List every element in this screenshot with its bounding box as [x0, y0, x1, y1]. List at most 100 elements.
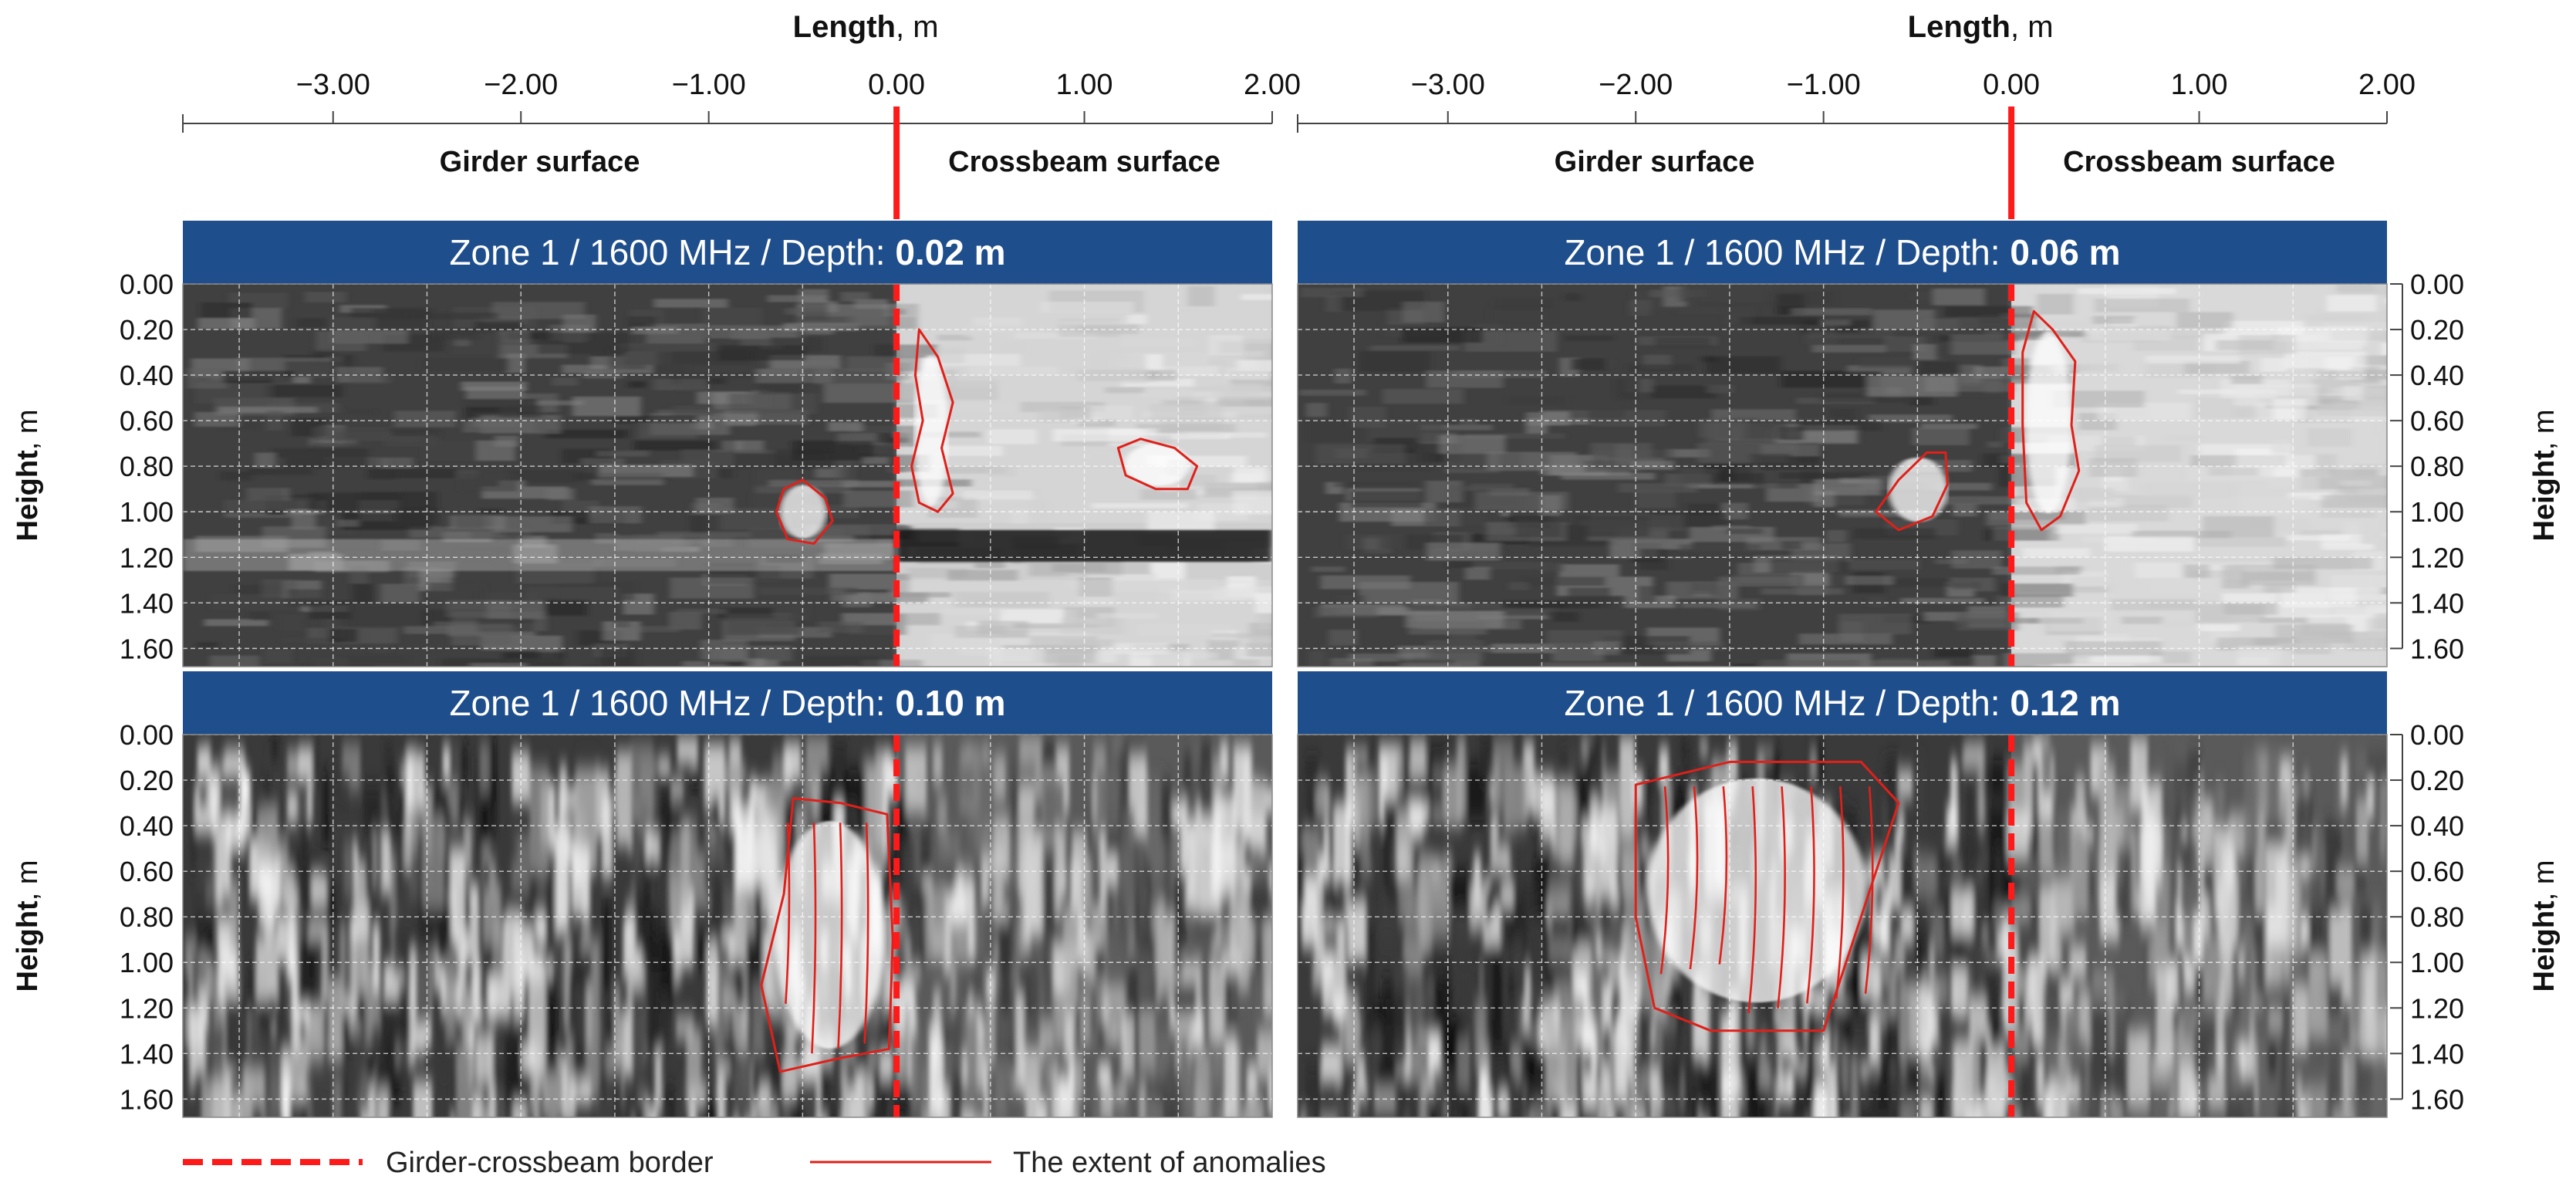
heatmap-cell: [1345, 534, 1406, 549]
heatmap-cell: [690, 515, 708, 533]
heatmap-cell: [1654, 337, 1711, 348]
heatmap-cell: [1501, 884, 1514, 908]
heatmap-texture: [1298, 284, 2387, 667]
heatmap-cell: [282, 882, 298, 909]
heatmap-cell: [1323, 926, 1338, 955]
heatmap-cell: [1146, 778, 1165, 881]
heatmap-cell: [2214, 826, 2230, 916]
heatmap-cell: [635, 1099, 644, 1117]
heatmap-cell: [2184, 968, 2196, 992]
heatmap-cell: [1433, 950, 1453, 980]
length-tick-label: −1.00: [1787, 69, 1861, 101]
heatmap-cell: [752, 659, 779, 667]
heatmap-cell: [1828, 1012, 1835, 1068]
heatmap-cell: [2004, 1103, 2011, 1117]
heatmap-cell: [1987, 441, 2003, 448]
heatmap-cell: [580, 458, 625, 465]
heatmap-cell: [271, 738, 279, 768]
heatmap-cell: [197, 746, 211, 779]
heatmap-cell: [2297, 947, 2304, 978]
heatmap-cell: [1315, 444, 1405, 465]
heatmap-cell: [659, 822, 667, 897]
heatmap-cell: [1493, 738, 1514, 811]
heatmap-cell: [191, 954, 199, 1014]
heatmap-cell: [2193, 1021, 2217, 1078]
heatmap-cell: [547, 488, 575, 501]
heatmap-cell: [912, 906, 919, 966]
heatmap-cell: [976, 911, 984, 962]
heatmap-cell: [802, 768, 811, 864]
height-tick-label: 1.20: [120, 542, 174, 573]
heatmap-cell: [1329, 629, 1358, 646]
heatmap-cell: [1688, 1056, 1703, 1092]
heatmap-cell: [198, 785, 208, 809]
heatmap-cell: [1558, 1019, 1577, 1107]
heatmap-cell: [2162, 809, 2177, 865]
heatmap-cell: [1315, 786, 1331, 816]
heatmap-cell: [218, 407, 317, 414]
heatmap-grid: [183, 735, 1272, 1117]
panel-depth-006: Zone 1 / 1600 MHz / Depth: 0.06 m: [1297, 221, 2388, 667]
heatmap-cell: [734, 454, 835, 469]
anomaly-bright-spot: [2024, 331, 2072, 514]
heatmap-cell: [2011, 1110, 2021, 1117]
heatmap-cell: [994, 754, 1006, 802]
heatmap-cell: [364, 959, 373, 1045]
heatmap-cell: [2071, 837, 2088, 918]
heatmap-cell: [758, 383, 801, 395]
heatmap-cell: [1889, 1074, 1909, 1105]
heatmap-cell: [1956, 765, 1980, 867]
anomaly-girder-outline: [1634, 760, 1900, 1032]
heatmap-cell: [1563, 997, 1585, 1022]
heatmap-cell: [1776, 1096, 1799, 1117]
heatmap-cell: [617, 973, 628, 1015]
anomaly-crossbeam-1-outline: [910, 328, 954, 513]
heatmap-cell: [1423, 777, 1443, 810]
heatmap-cell: [597, 472, 664, 483]
heatmap-cell: [2268, 1040, 2277, 1077]
heatmap-cell: [1311, 566, 1345, 573]
heatmap-cell: [631, 988, 644, 1080]
heatmap-cell: [2079, 988, 2089, 1039]
height-tick-label: 0.00: [120, 269, 174, 300]
heatmap-cell: [1430, 1107, 1437, 1117]
heatmap-cell: [1602, 981, 1612, 1031]
height-tick-label: 1.20: [120, 992, 174, 1024]
heatmap-grid: [183, 284, 1272, 667]
heatmap-cell: [1408, 973, 1428, 1033]
heatmap-cell: [549, 1094, 558, 1117]
heatmap-cell: [1676, 1066, 1683, 1113]
heatmap-cell: [1379, 756, 1388, 829]
anomaly-crossbeam-2-outline: [1116, 438, 1199, 491]
heatmap-cell: [211, 593, 302, 610]
heatmap-cell: [675, 1014, 694, 1041]
height-tick-label: 0.40: [120, 810, 174, 842]
heatmap-cell: [1540, 495, 1561, 516]
heatmap-cell: [1825, 529, 1847, 542]
heatmap-cell: [1223, 862, 1236, 895]
heatmap-cell: [2175, 900, 2183, 949]
heatmap-cell: [601, 794, 613, 879]
heatmap-cell: [222, 421, 258, 431]
panel-title: Zone 1 / 1600 MHz / Depth: 0.10 m: [449, 683, 1005, 723]
heatmap-cell: [2128, 1032, 2149, 1109]
heatmap-cell: [2134, 876, 2142, 917]
heatmap-cell: [223, 370, 294, 383]
height-tick-label: 0.80: [2410, 451, 2464, 482]
heatmap-cell: [2087, 1050, 2103, 1117]
heatmap-cell: [1173, 873, 1187, 948]
heatmap-cell: [197, 642, 218, 647]
heatmap-cell: [1018, 791, 1035, 895]
heatmap-cell: [735, 972, 744, 1007]
heatmap-cell: [249, 611, 271, 621]
heatmap-cell: [1700, 1060, 1717, 1117]
heatmap-cell: [1333, 803, 1352, 883]
heatmap-cell: [486, 600, 545, 620]
heatmap-blobs: [184, 735, 1272, 1117]
heatmap-cell: [1369, 345, 1460, 351]
heatmap-cell: [1707, 384, 1734, 394]
heatmap-texture: [183, 284, 1272, 667]
heatmap-cell: [1200, 739, 1212, 830]
heatmap-cell: [2336, 867, 2354, 899]
length-tick-label: 0.00: [1983, 69, 2040, 101]
